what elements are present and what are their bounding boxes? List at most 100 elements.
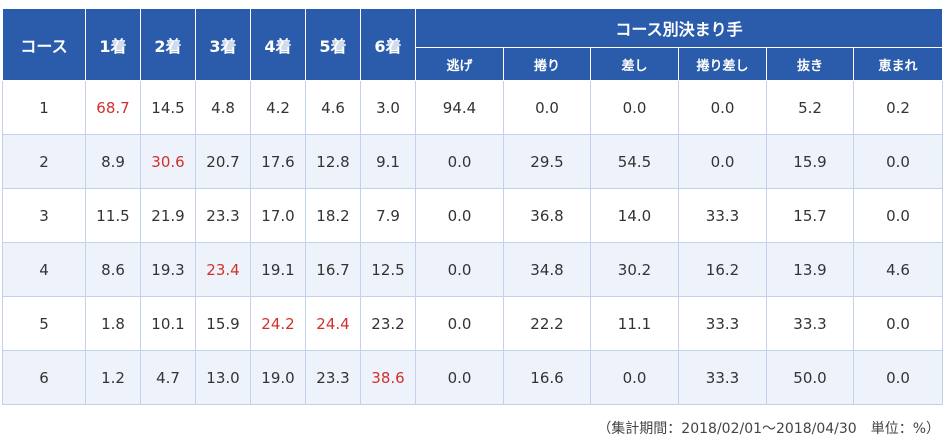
table-cell: 11.5 (85, 188, 141, 243)
table-cell: 13.0 (195, 350, 251, 405)
table-cell: 0.0 (415, 188, 504, 243)
table-cell: 23.3 (195, 188, 251, 243)
column-header: 5着 (305, 8, 361, 81)
table-cell: 8.6 (85, 242, 141, 297)
table-row: 2 8.9 30.6 20.7 17.6 12.8 9.1 0.0 29.5 54.5 0.0 15.… (2, 134, 944, 189)
table-cell: 16.7 (305, 242, 361, 297)
table-cell: 0.0 (415, 134, 504, 189)
table-cell: 19.3 (140, 242, 196, 297)
group-header: コース別決まり手 (414, 8, 944, 48)
table-cell: 4.6 (305, 80, 361, 135)
table-cell: 15.9 (766, 134, 854, 189)
table-cell: 4 (2, 242, 86, 297)
sub-header: 恵まれ (852, 47, 944, 81)
table-cell: 12.8 (305, 134, 361, 189)
table-cell: 15.9 (195, 296, 251, 351)
sub-header: 捲り (503, 47, 591, 81)
table-cell: 5 (2, 296, 86, 351)
table-cell: 20.7 (195, 134, 251, 189)
table-cell: 1.8 (85, 296, 141, 351)
table-cell: 0.0 (503, 80, 591, 135)
table-cell: 12.5 (360, 242, 416, 297)
table-row: 4 8.6 19.3 23.4 19.1 16.7 12.5 0.0 34.8 30.2 16.2 1… (2, 242, 944, 297)
table-cell: 0.0 (415, 242, 504, 297)
table-cell: 11.1 (590, 296, 679, 351)
table-cell: 16.6 (503, 350, 591, 405)
stats-table: コース 1着 2着 3着 4着 5着 6着 コース別決まり手 逃げ 捲り 差し 捲り差し 抜き 恵まれ … (2, 8, 944, 405)
sub-header: 抜き (766, 47, 854, 81)
table-cell: 0.0 (415, 350, 504, 405)
table-cell: 0.0 (590, 80, 679, 135)
table-cell: 10.1 (140, 296, 196, 351)
table-cell: 17.6 (250, 134, 306, 189)
column-header: 4着 (250, 8, 306, 81)
table-cell: 15.7 (766, 188, 854, 243)
table-cell: 23.2 (360, 296, 416, 351)
table-cell: 33.3 (678, 188, 767, 243)
table-cell: 36.8 (503, 188, 591, 243)
column-header: 3着 (195, 8, 251, 81)
header-row: コース 1着 2着 3着 4着 5着 6着 コース別決まり手 (2, 8, 944, 81)
table-cell: 4.2 (250, 80, 306, 135)
table-cell: 33.3 (766, 296, 854, 351)
table-cell: 17.0 (250, 188, 306, 243)
column-header: コース (2, 8, 86, 81)
table-cell: 1.2 (85, 350, 141, 405)
table-cell: 21.9 (140, 188, 196, 243)
table-cell: 3.0 (360, 80, 416, 135)
table-cell: 19.0 (250, 350, 306, 405)
table-cell: 0.2 (852, 80, 944, 135)
sub-header: 逃げ (415, 47, 504, 81)
table-cell: 94.4 (415, 80, 504, 135)
table-cell: 9.1 (360, 134, 416, 189)
note: （集計期間：2018/02/01～2018/04/30 単位：%） (597, 421, 940, 437)
table-cell: 13.9 (766, 242, 854, 297)
table-cell: 33.3 (678, 296, 767, 351)
table-cell: 54.5 (590, 134, 679, 189)
table-cell: 0.0 (852, 296, 944, 351)
table-cell: 1 (2, 80, 86, 135)
table-cell: 0.0 (852, 188, 944, 243)
table-cell: 0.0 (852, 350, 944, 405)
table-cell: 30.2 (590, 242, 679, 297)
sub-header: 捲り差し (678, 47, 767, 81)
table-row: 1 68.7 14.5 4.8 4.2 4.6 3.0 94.4 0.0 0.0 0.0 5.2 0.2 (2, 80, 944, 135)
table-cell: 19.1 (250, 242, 306, 297)
table-cell: 68.7 (85, 80, 141, 135)
table-cell: 0.0 (678, 80, 767, 135)
table-cell: 4.8 (195, 80, 251, 135)
table-cell: 3 (2, 188, 86, 243)
table-cell: 5.2 (766, 80, 854, 135)
table-cell: 30.6 (140, 134, 196, 189)
table-cell: 0.0 (415, 296, 504, 351)
table-cell: 0.0 (590, 350, 679, 405)
table-cell: 8.9 (85, 134, 141, 189)
table-row: 3 11.5 21.9 23.3 17.0 18.2 7.9 0.0 36.8 14.0 33.3 1… (2, 188, 944, 243)
table-cell: 24.4 (305, 296, 361, 351)
table-cell: 6 (2, 350, 86, 405)
table-cell: 14.0 (590, 188, 679, 243)
table-cell: 23.3 (305, 350, 361, 405)
column-header: 1着 (85, 8, 141, 81)
table-cell: 2 (2, 134, 86, 189)
table-cell: 34.8 (503, 242, 591, 297)
table-cell: 4.7 (140, 350, 196, 405)
table-cell: 7.9 (360, 188, 416, 243)
table-cell: 38.6 (360, 350, 416, 405)
table-cell: 33.3 (678, 350, 767, 405)
column-header: 2着 (140, 8, 196, 81)
column-header: 6着 (360, 8, 416, 81)
table-cell: 22.2 (503, 296, 591, 351)
table-cell: 23.4 (195, 242, 251, 297)
table-cell: 18.2 (305, 188, 361, 243)
table-body: 1 68.7 14.5 4.8 4.2 4.6 3.0 94.4 0.0 0.0 0.0 5.2 0.2… (2, 80, 944, 405)
table-row: 6 1.2 4.7 13.0 19.0 23.3 38.6 0.0 16.6 0.0 33.3 50.… (2, 350, 944, 405)
table-cell: 16.2 (678, 242, 767, 297)
sub-header: 差し (590, 47, 679, 81)
table-cell: 0.0 (852, 134, 944, 189)
table-cell: 24.2 (250, 296, 306, 351)
subheader-row: 逃げ 捲り 差し 捲り差し 抜き 恵まれ (3, 47, 944, 81)
table-cell: 4.6 (852, 242, 944, 297)
table-container: コース 1着 2着 3着 4着 5着 6着 コース別決まり手 逃げ 捲り 差し 捲り差し 抜き 恵まれ … (2, 8, 944, 405)
